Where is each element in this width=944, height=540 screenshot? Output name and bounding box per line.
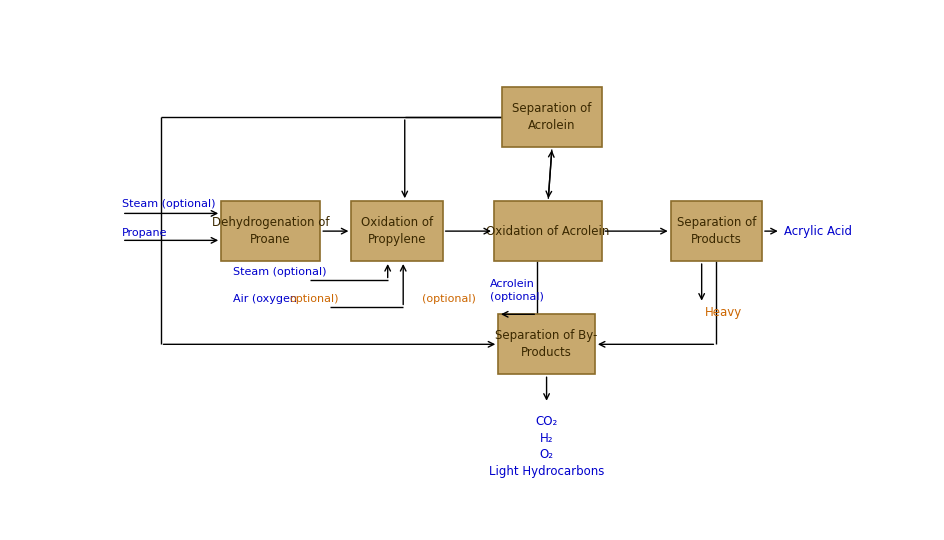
FancyBboxPatch shape — [351, 201, 443, 261]
Text: Acrolein
(optional): Acrolein (optional) — [490, 279, 544, 302]
Text: CO₂: CO₂ — [535, 415, 558, 428]
Text: Propane: Propane — [122, 228, 167, 238]
FancyBboxPatch shape — [494, 201, 602, 261]
FancyBboxPatch shape — [498, 314, 595, 374]
Text: Light Hydrocarbons: Light Hydrocarbons — [489, 465, 604, 478]
FancyBboxPatch shape — [670, 201, 762, 261]
Text: Separation of
Acrolein: Separation of Acrolein — [513, 102, 592, 132]
Text: Separation of By-
Products: Separation of By- Products — [496, 329, 598, 359]
Text: Steam (optional): Steam (optional) — [122, 199, 215, 210]
FancyBboxPatch shape — [221, 201, 320, 261]
Text: Acrylic Acid: Acrylic Acid — [784, 225, 852, 238]
Text: Oxidation of
Propylene: Oxidation of Propylene — [361, 216, 433, 246]
Text: optional): optional) — [289, 294, 339, 304]
Text: Oxidation of Acrolein: Oxidation of Acrolein — [486, 225, 610, 238]
Text: Air (oxygen: Air (oxygen — [233, 294, 296, 304]
Text: Separation of
Products: Separation of Products — [677, 216, 756, 246]
Text: O₂: O₂ — [540, 448, 553, 461]
FancyBboxPatch shape — [501, 87, 602, 147]
Text: Heavy: Heavy — [705, 306, 743, 319]
Text: (optional): (optional) — [422, 294, 476, 304]
Text: Steam (optional): Steam (optional) — [233, 267, 327, 277]
Text: Dehydrogenation of
Proane: Dehydrogenation of Proane — [211, 216, 329, 246]
Text: H₂: H₂ — [540, 432, 553, 445]
